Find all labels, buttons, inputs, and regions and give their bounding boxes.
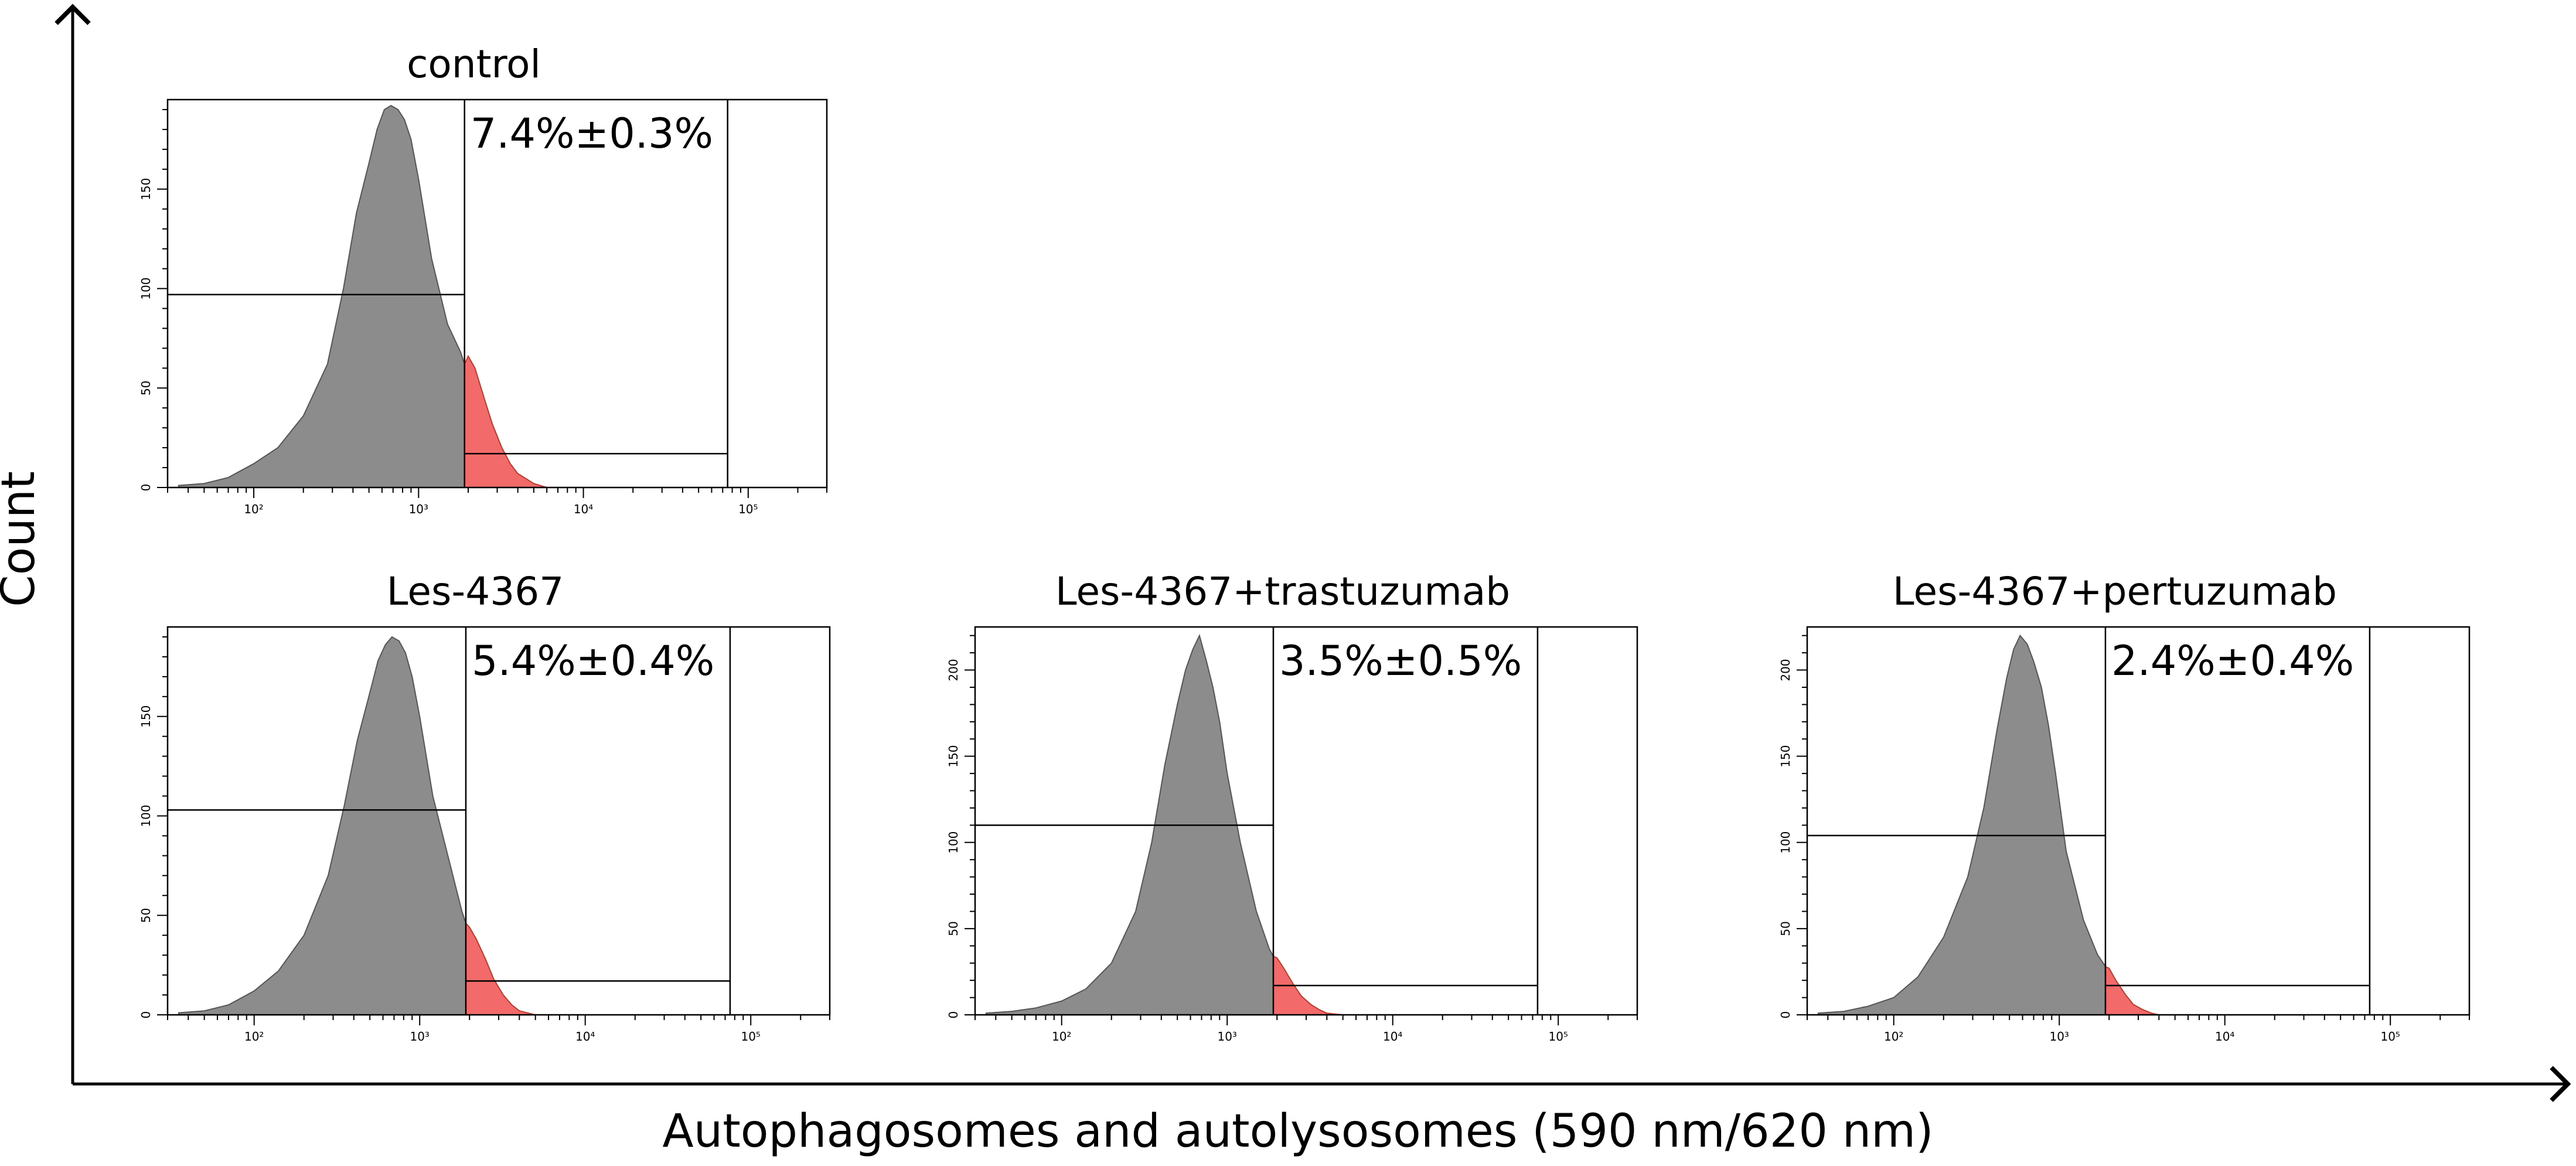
panel-title: Les-4367	[387, 569, 564, 614]
x-tick-label: 10⁴	[575, 1029, 595, 1044]
negative-population-area	[1817, 634, 2106, 1015]
x-tick-label: 10³	[1217, 1029, 1236, 1044]
x-tick-label: 10³	[410, 1029, 429, 1044]
y-tick-label: 150	[1778, 745, 1793, 768]
panel-title: Les-4367+pertuzumab	[1893, 569, 2337, 614]
y-tick-label: 150	[139, 705, 153, 728]
panel-2: Les-4367 5.4%±0.4% 10² 10³ 10⁴ 10⁵ 0 50 100 150	[139, 569, 831, 1044]
negative-population-area	[178, 105, 465, 488]
y-axis-label: Count	[0, 471, 45, 607]
x-tick-label: 10⁴	[1383, 1029, 1402, 1044]
panel-4: Les-4367+pertuzumab 2.4%±0.4% 10² 10³ 10⁴ 10⁵…	[1778, 569, 2471, 1044]
gate-percentage-label: 5.4%±0.4%	[472, 637, 714, 685]
y-tick-label: 100	[1778, 831, 1793, 854]
positive-population-area	[465, 922, 536, 1015]
x-tick-label: 10⁵	[738, 502, 758, 516]
y-tick-label: 0	[139, 484, 153, 492]
positive-population-area	[1273, 955, 1343, 1015]
x-tick-label: 10⁵	[1548, 1029, 1568, 1044]
panel-1: control 7.4%±0.3% 10² 10³ 10⁴ 10⁵ 0 50 100 150	[139, 42, 828, 516]
y-tick-label: 150	[946, 745, 960, 768]
negative-population-area	[178, 636, 466, 1015]
x-tick-label: 10²	[1884, 1029, 1903, 1044]
positive-population-area	[2105, 966, 2159, 1015]
x-tick-label: 10⁴	[574, 502, 593, 516]
y-tick-label: 100	[946, 831, 960, 854]
y-tick-label: 50	[1778, 921, 1793, 936]
x-tick-label: 10⁴	[2215, 1029, 2234, 1044]
y-tick-label: 50	[139, 908, 153, 923]
negative-population-area	[985, 633, 1274, 1015]
y-tick-label: 50	[139, 381, 153, 396]
panel-title: Les-4367+trastuzumab	[1055, 569, 1510, 614]
y-tick-label: 200	[1778, 659, 1793, 681]
x-tick-label: 10⁵	[741, 1029, 760, 1044]
y-tick-label: 200	[946, 659, 960, 681]
x-tick-label: 10³	[2049, 1029, 2069, 1044]
y-tick-label: 150	[139, 178, 153, 200]
x-axis-label: Autophagosomes and autolysosomes (590 nm…	[662, 1105, 1933, 1158]
x-tick-label: 10³	[409, 502, 428, 516]
y-tick-label: 0	[1778, 1011, 1793, 1019]
panel-3: Les-4367+trastuzumab 3.5%±0.5% 10² 10³ 10⁴ 10…	[946, 569, 1638, 1044]
gate-percentage-label: 7.4%±0.3%	[471, 110, 713, 158]
y-tick-label: 100	[139, 277, 153, 299]
y-tick-label: 50	[946, 921, 960, 936]
y-tick-label: 0	[946, 1011, 960, 1019]
y-tick-label: 0	[139, 1011, 153, 1019]
x-tick-label: 10²	[244, 1029, 264, 1044]
x-tick-label: 10²	[244, 502, 263, 516]
gate-percentage-label: 2.4%±0.4%	[2111, 637, 2354, 685]
y-tick-label: 100	[139, 804, 153, 827]
x-tick-label: 10²	[1052, 1029, 1071, 1044]
x-tick-label: 10⁵	[2380, 1029, 2400, 1044]
positive-population-area	[464, 354, 547, 488]
panel-title: control	[407, 42, 541, 87]
gate-percentage-label: 3.5%±0.5%	[1279, 637, 1522, 685]
